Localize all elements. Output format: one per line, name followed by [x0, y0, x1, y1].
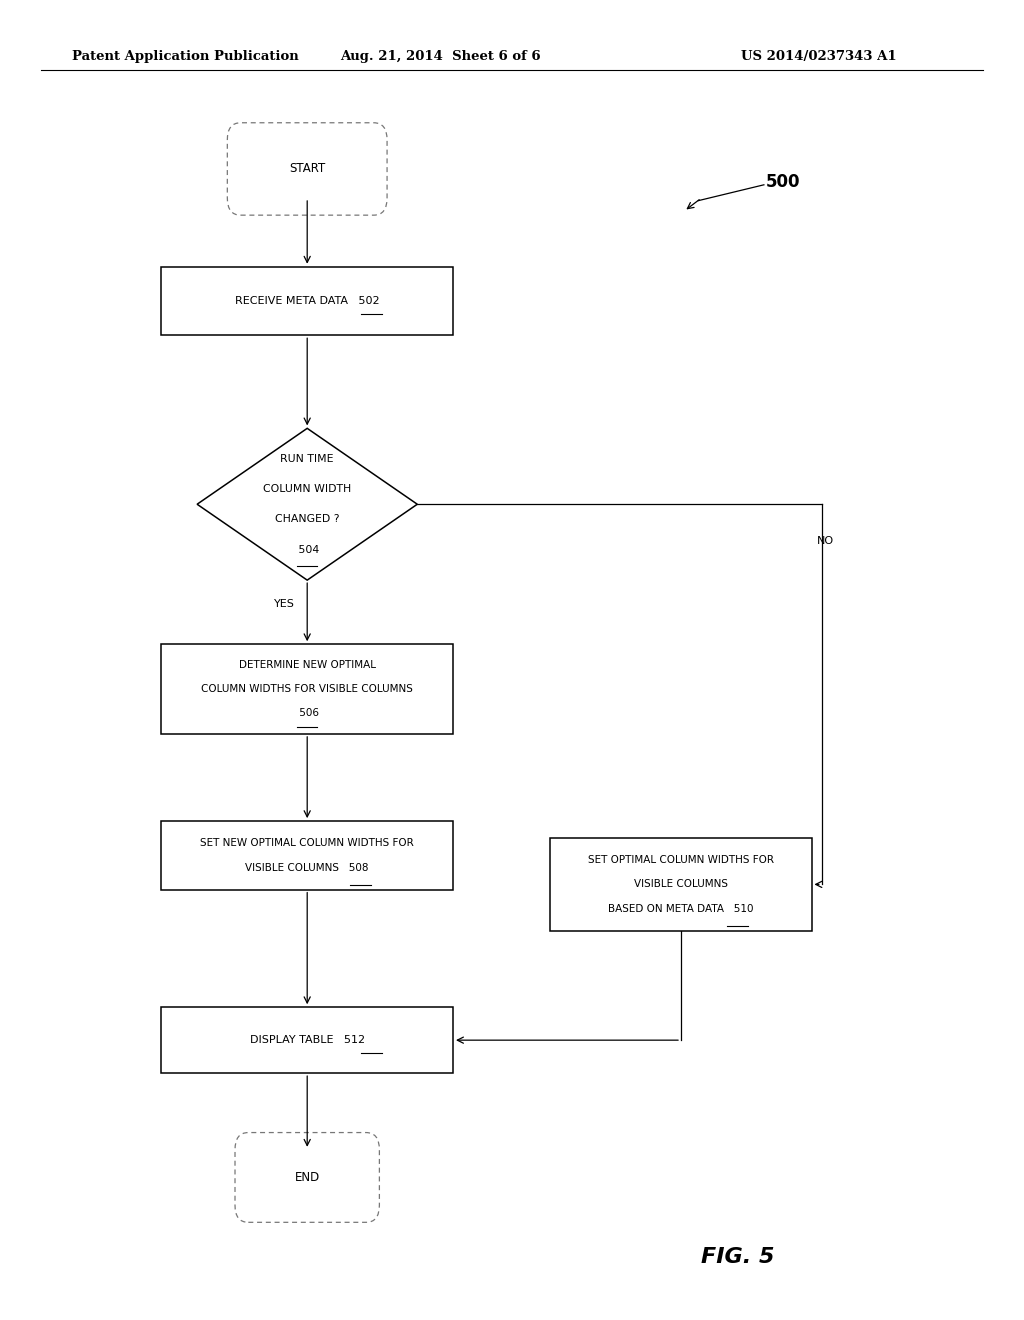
Text: FIG. 5: FIG. 5	[700, 1246, 774, 1267]
Text: RECEIVE META DATA   502: RECEIVE META DATA 502	[234, 296, 380, 306]
Text: US 2014/0237343 A1: US 2014/0237343 A1	[741, 50, 897, 63]
FancyBboxPatch shape	[551, 838, 812, 931]
Text: NO: NO	[817, 536, 834, 546]
Text: DETERMINE NEW OPTIMAL: DETERMINE NEW OPTIMAL	[239, 660, 376, 671]
Text: COLUMN WIDTHS FOR VISIBLE COLUMNS: COLUMN WIDTHS FOR VISIBLE COLUMNS	[202, 684, 413, 694]
Text: 506: 506	[296, 708, 318, 718]
Text: YES: YES	[274, 599, 295, 609]
FancyBboxPatch shape	[162, 267, 453, 335]
FancyBboxPatch shape	[162, 1007, 453, 1073]
Text: CHANGED ?: CHANGED ?	[275, 515, 339, 524]
Text: SET NEW OPTIMAL COLUMN WIDTHS FOR: SET NEW OPTIMAL COLUMN WIDTHS FOR	[201, 838, 414, 849]
Text: VISIBLE COLUMNS   508: VISIBLE COLUMNS 508	[246, 862, 369, 873]
Text: DISPLAY TABLE   512: DISPLAY TABLE 512	[250, 1035, 365, 1045]
Text: BASED ON META DATA   510: BASED ON META DATA 510	[608, 904, 754, 913]
Text: 504: 504	[295, 545, 319, 554]
Text: SET OPTIMAL COLUMN WIDTHS FOR: SET OPTIMAL COLUMN WIDTHS FOR	[588, 855, 774, 865]
Text: COLUMN WIDTH: COLUMN WIDTH	[263, 484, 351, 494]
FancyBboxPatch shape	[162, 644, 453, 734]
Text: Aug. 21, 2014  Sheet 6 of 6: Aug. 21, 2014 Sheet 6 of 6	[340, 50, 541, 63]
Text: END: END	[295, 1171, 319, 1184]
Polygon shape	[197, 428, 418, 581]
FancyBboxPatch shape	[162, 821, 453, 890]
Text: RUN TIME: RUN TIME	[281, 454, 334, 463]
FancyBboxPatch shape	[234, 1133, 379, 1222]
Text: START: START	[289, 162, 326, 176]
Text: VISIBLE COLUMNS: VISIBLE COLUMNS	[634, 879, 728, 890]
Text: Patent Application Publication: Patent Application Publication	[72, 50, 298, 63]
FancyBboxPatch shape	[227, 123, 387, 215]
Text: 500: 500	[766, 173, 801, 191]
